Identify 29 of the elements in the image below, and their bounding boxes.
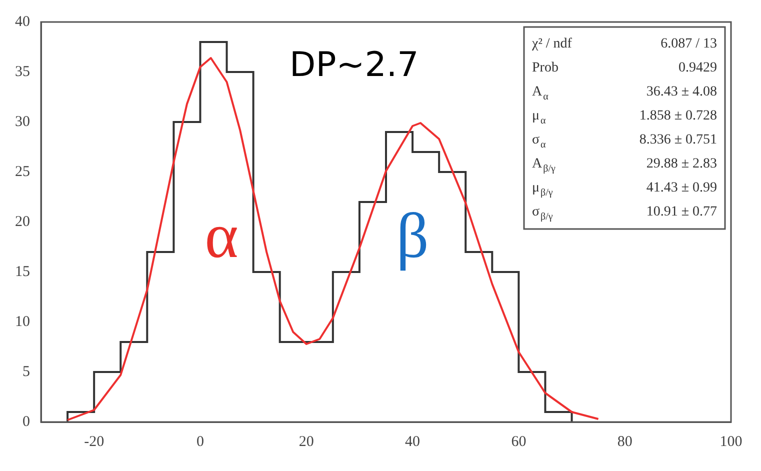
annotation: 36.43 ± 4.08	[646, 84, 717, 100]
y-tick-label: 15	[15, 264, 30, 280]
y-tick-label: 5	[22, 364, 30, 380]
x-tick-label: -20	[84, 434, 104, 450]
annotation: 1.858 ± 0.728	[639, 108, 717, 124]
annotation: DP~2.7	[290, 44, 419, 85]
annotation: 0.9429	[678, 60, 717, 76]
x-tick-label: 20	[298, 434, 314, 450]
annotation: 8.336 ± 0.751	[639, 132, 717, 148]
y-tick-label: 35	[15, 64, 30, 80]
annotation: 29.88 ± 2.83	[646, 156, 717, 172]
y-tick-label: 25	[15, 164, 30, 180]
y-tick-label: 0	[22, 414, 30, 430]
y-tick-label: 20	[15, 214, 30, 230]
annotation: Prob	[532, 60, 558, 76]
annotation: 6.087 / 13	[660, 36, 717, 52]
x-tick-label: 40	[405, 434, 420, 450]
annotation: β	[396, 200, 429, 271]
x-tick-label: 80	[617, 434, 632, 450]
annotation: χ² / ndf	[531, 36, 572, 52]
y-tick-label: 10	[15, 314, 30, 330]
x-tick-label: 60	[511, 434, 526, 450]
annotation: 41.43 ± 0.99	[646, 180, 717, 196]
annotation: α	[204, 200, 238, 271]
y-tick-label: 30	[15, 114, 30, 130]
y-tick-label: 40	[15, 14, 30, 30]
annotation: 10.91 ± 0.77	[646, 204, 717, 220]
x-tick-label: 0	[196, 434, 204, 450]
x-tick-label: 100	[720, 434, 742, 450]
